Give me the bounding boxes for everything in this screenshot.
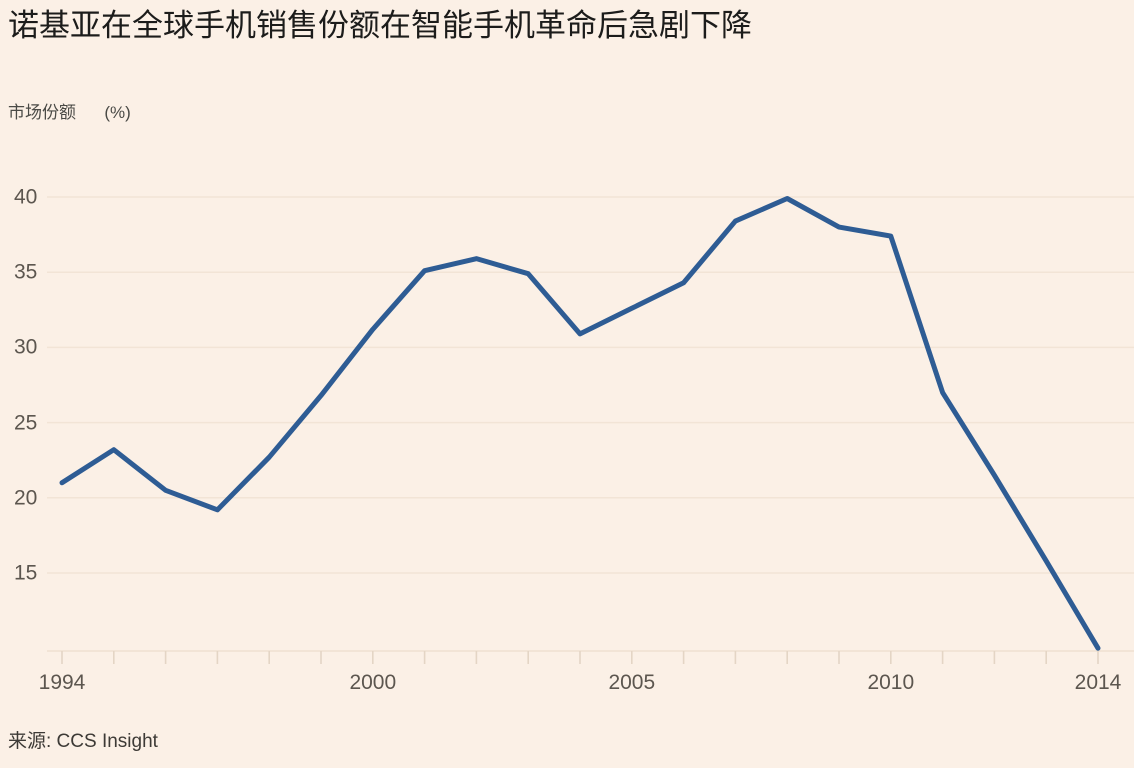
y-axis-tick-label: 15 xyxy=(14,561,38,585)
x-axis-tick-label: 2014 xyxy=(1074,671,1122,694)
x-axis-tick-label: 1994 xyxy=(38,671,86,694)
chart-subtitle: 市场份额 (%) xyxy=(8,103,131,122)
y-axis-tick-label: 30 xyxy=(14,335,38,359)
y-axis-tick-label: 40 xyxy=(14,185,38,209)
y-axis-tick-label: 25 xyxy=(14,411,38,435)
y-axis-tick-label: 20 xyxy=(14,486,38,510)
x-axis-tick-label: 2010 xyxy=(867,671,915,694)
x-axis-ticks xyxy=(61,651,1099,664)
chart-title: 诺基亚在全球手机销售份额在智能手机革命后急剧下降 xyxy=(8,8,752,43)
y-axis-tick-label: 35 xyxy=(14,260,38,284)
x-axis-tick-label: 2000 xyxy=(349,671,397,694)
x-axis-tick-label: 2005 xyxy=(608,671,656,694)
gridlines xyxy=(47,196,1134,652)
source-note: 来源: CCS Insight xyxy=(8,731,158,752)
series-line-nokia xyxy=(59,196,1101,651)
